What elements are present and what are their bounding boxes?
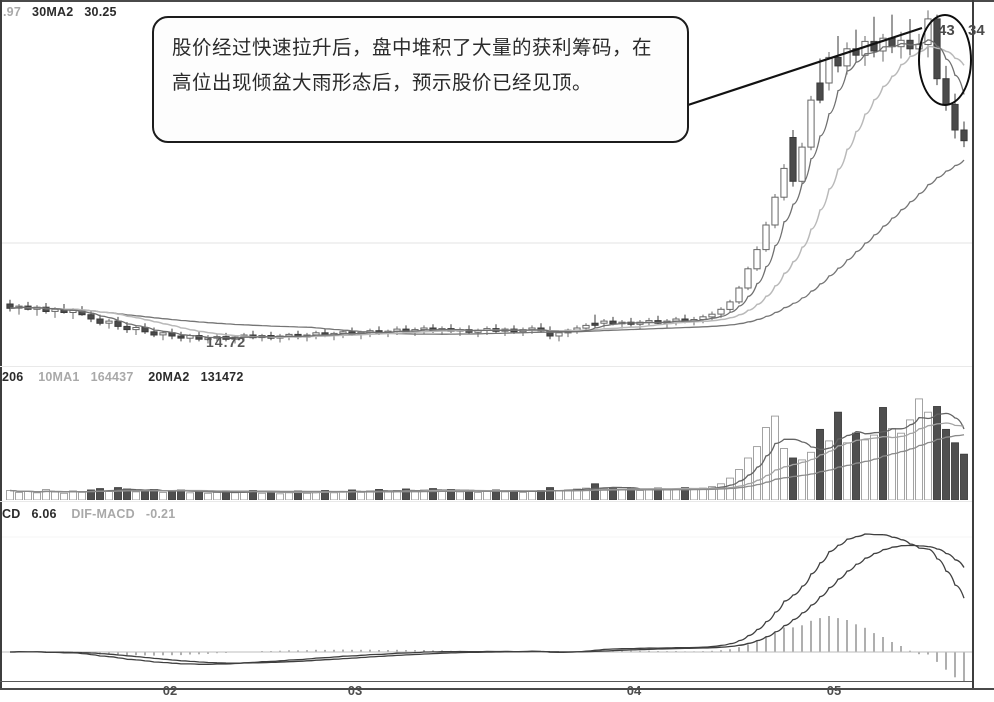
price-ma2-value: 30.25 — [84, 5, 117, 19]
x-axis-tick-05: 05 — [826, 683, 842, 698]
macd-dif-value: -0.21 — [145, 507, 176, 521]
macd-histogram-series — [2, 616, 972, 682]
macd-label: CD — [2, 507, 21, 521]
ma-fast-line — [9, 39, 965, 339]
frame-left-border — [0, 0, 2, 690]
macd-chart-canvas — [2, 533, 972, 682]
macd-chart-panel[interactable] — [2, 507, 972, 682]
panel-separator-price-volume — [0, 366, 972, 367]
volume-chart-canvas — [6, 398, 968, 500]
price-ma1-value: .97 — [3, 5, 21, 19]
annotation-text: 股价经过快速拉升后，盘中堆积了大量的获利筹码，在高位出现倾盆大雨形态后，预示股价… — [172, 36, 653, 94]
panel-separator-macd-axis — [0, 681, 972, 682]
panel-separator-volume-macd — [0, 501, 972, 502]
highlight-ellipse — [918, 14, 972, 106]
volume-ma2-label: 20MA2 — [148, 370, 190, 384]
x-axis-tick-04: 04 — [626, 683, 642, 698]
volume-ma3-line — [9, 434, 965, 493]
price-tag-high: 43 — [938, 22, 955, 39]
macd-dif-line — [9, 533, 965, 665]
volume-value: 206 — [2, 370, 24, 384]
price-inline-value-label: 14.72 — [206, 334, 247, 350]
volume-chart-panel[interactable] — [2, 370, 972, 500]
callout-leader-line — [687, 26, 923, 107]
price-panel-header: .97 30MA2 30.25 — [3, 5, 117, 19]
x-axis-tick-03: 03 — [347, 683, 363, 698]
volume-ma1-value: 164437 — [90, 370, 134, 384]
x-axis: 02 03 04 05 — [2, 683, 972, 702]
price-tag-close: 34 — [968, 22, 985, 39]
x-axis-tick-02: 02 — [162, 683, 178, 698]
frame-bottom-border — [0, 688, 994, 690]
ma-slow-line — [9, 159, 965, 335]
macd-panel-header: CD 6.06 DIF-MACD -0.21 — [2, 507, 175, 521]
macd-value: 6.06 — [31, 507, 57, 521]
annotation-callout: 股价经过快速拉升后，盘中堆积了大量的获利筹码，在高位出现倾盆大雨形态后，预示股价… — [152, 16, 689, 143]
macd-dea-line — [9, 544, 965, 664]
volume-ma1-label: 10MA1 — [38, 370, 80, 384]
volume-panel-header: 206 10MA1 164437 20MA2 131472 — [2, 370, 244, 384]
volume-ma2-value: 131472 — [200, 370, 244, 384]
volume-bar-series — [6, 398, 968, 500]
frame-right-border — [972, 0, 974, 690]
price-ma2-label: 30MA2 — [32, 5, 74, 19]
frame-top-border — [0, 0, 994, 2]
macd-dif-label: DIF-MACD — [71, 507, 135, 521]
